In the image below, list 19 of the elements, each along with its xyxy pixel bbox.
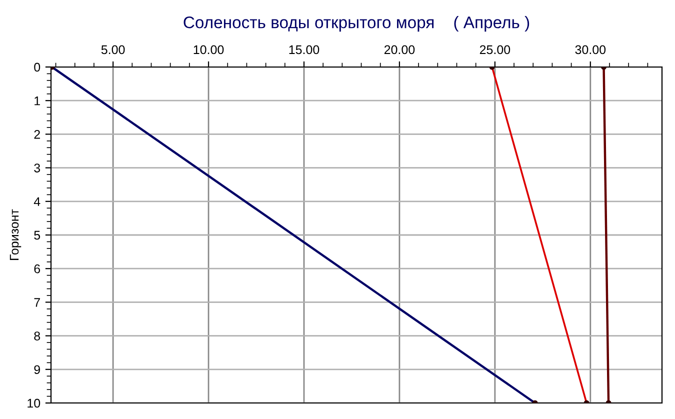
y-tick-label: 9 — [34, 365, 40, 374]
y-tick-label: 5 — [34, 230, 40, 240]
y-tick-label: 8 — [34, 332, 40, 340]
y-tick-label: 10 — [28, 398, 40, 408]
y-tick-label: 6 — [34, 264, 40, 274]
x-tick-label: 10.00 — [194, 45, 224, 54]
x-tick-label: 20.00 — [384, 45, 415, 54]
x-tick-label: 5.00 — [101, 45, 125, 54]
y-tick-label: 2 — [34, 130, 40, 139]
y-tick-label: 7 — [34, 298, 40, 307]
x-tick-label: 30.00 — [575, 45, 606, 54]
y-tick-label: 0 — [34, 62, 40, 72]
y-tick-label: 4 — [34, 197, 40, 206]
x-tick-label: 25.00 — [480, 45, 510, 54]
y-axis-title: Горизонт — [10, 209, 22, 260]
y-tick-label: 3 — [34, 164, 40, 172]
chart-title: Соленость воды открытого моря ( Апрель ) — [184, 16, 530, 32]
x-tick-label: 15.00 — [289, 45, 320, 54]
y-tick-label: 1 — [34, 96, 40, 106]
